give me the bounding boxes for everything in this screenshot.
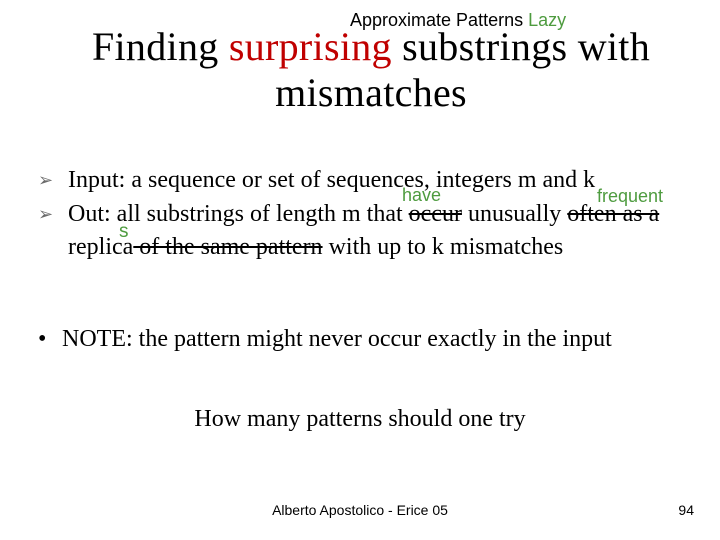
annotation-frequent: frequent	[597, 186, 663, 207]
howmany-line: How many patterns should one try	[0, 406, 720, 433]
arrow-icon: ➢	[38, 168, 53, 192]
footer-text: Alberto Apostolico - Erice 05	[0, 502, 720, 518]
note-text: NOTE: the pattern might never occur exac…	[38, 326, 612, 353]
slide: Approximate Patterns Lazy Finding surpri…	[0, 0, 720, 540]
body-list: ➢ Input: a sequence or set of sequences,…	[38, 164, 678, 265]
title-pre: Finding	[92, 24, 229, 69]
title-red: surprising	[229, 24, 392, 69]
note-line: • NOTE: the pattern might never occur ex…	[38, 326, 678, 353]
note-bullet: •	[38, 326, 46, 353]
page-number: 94	[678, 502, 694, 518]
annotation-have: have	[402, 185, 441, 206]
item-2-mid: unusually	[462, 201, 567, 227]
slide-title: Finding surprising substrings with misma…	[60, 24, 682, 116]
list-item: ➢ Input: a sequence or set of sequences,…	[38, 164, 678, 196]
arrow-icon: ➢	[38, 202, 53, 226]
item-1-text: Input: a sequence or set of sequences, i…	[68, 167, 595, 193]
annotation-s: s	[119, 221, 129, 243]
list-item: ➢ Out: all substrings of length m that o…	[38, 198, 678, 263]
item-2-line2post: with up to k mismatches	[323, 234, 564, 260]
item-2-line2strike: of the same pattern	[133, 234, 322, 260]
